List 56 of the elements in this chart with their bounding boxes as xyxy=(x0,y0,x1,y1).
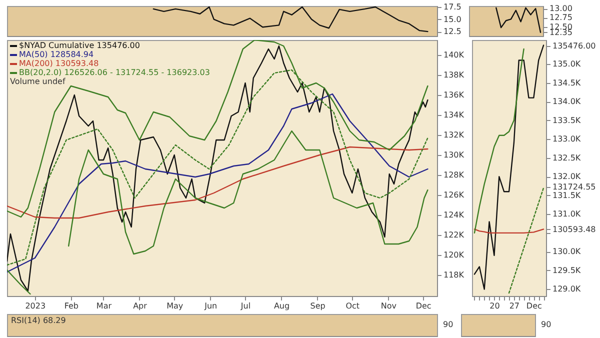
y-tick-label: 132.5K xyxy=(552,153,582,162)
y-tick-label: 132.0K xyxy=(552,172,582,182)
y-tick-label: 122K xyxy=(444,230,465,240)
text: RSI(14) 68.29 xyxy=(11,316,66,325)
y-tick-label: 134.5K xyxy=(552,78,582,88)
x-tick-label: Aug xyxy=(274,302,290,310)
x-tick-label: Sep xyxy=(310,302,326,310)
y-tick-label: 140K xyxy=(444,50,465,60)
y-tick-label: 135476.00 xyxy=(552,42,596,51)
y-tick-label: 136K xyxy=(444,90,465,100)
y-tick-label: 118K xyxy=(444,270,465,280)
y-tick-label: 132K xyxy=(444,130,465,140)
y-tick-label: 12.50 xyxy=(550,22,572,32)
y-tick-label: 135.0K xyxy=(552,60,582,69)
y-tick-label: 120K xyxy=(444,250,465,260)
legend-label: $NYAD Cumulative 135476.00 xyxy=(19,41,140,50)
y-tick-label: 12.75 xyxy=(550,13,572,22)
x-tick-label: May xyxy=(166,302,184,310)
x-tick-label: Dec xyxy=(416,302,432,310)
x-tick-label: Feb xyxy=(64,302,79,310)
y-tick-label: 138K xyxy=(444,70,465,80)
y-tick-label: 131.0K xyxy=(552,210,582,219)
y-tick-label: 126K xyxy=(444,190,465,200)
legend-label: MA(200) 130593.48 xyxy=(19,59,99,68)
text: 90 xyxy=(443,320,454,329)
y-tick-label: 17.5 xyxy=(444,2,462,12)
y-tick-label: 130.0K xyxy=(552,247,582,256)
y-tick-label: 134.0K xyxy=(552,97,582,106)
y-tick-label: 131.5K xyxy=(552,190,582,200)
text: 90 xyxy=(541,320,552,329)
y-tick-label: 131724.55 xyxy=(552,182,596,192)
x-tick-label: Oct xyxy=(346,302,360,310)
x-tick-label: Nov xyxy=(380,302,397,310)
y-tick-label: 15.0 xyxy=(444,14,462,24)
x-tick-label: Jul xyxy=(240,302,251,310)
x-tick-label: Dec xyxy=(526,302,542,310)
x-tick-label: 27 xyxy=(509,302,520,310)
x-tick-label: 2023 xyxy=(25,302,46,310)
y-tick-label: 13.00 xyxy=(550,4,572,14)
y-tick-label: 130593.48 xyxy=(552,224,596,234)
y-tick-label: 12.5 xyxy=(444,27,462,36)
y-tick-label: 129.0K xyxy=(552,284,582,294)
y-tick-label: 130K xyxy=(444,150,465,160)
x-tick-label: Jun xyxy=(204,302,218,310)
y-tick-label: 133.5K xyxy=(552,116,582,125)
y-tick-label: 133.0K xyxy=(552,134,582,144)
y-tick-label: 134K xyxy=(444,110,465,120)
x-tick-label: Mar xyxy=(96,302,112,310)
y-tick-label: 128K xyxy=(444,170,465,180)
x-tick-label: 20 xyxy=(490,302,500,310)
y-tick-label: 129.5K xyxy=(552,266,582,275)
y-tick-label: 124K xyxy=(444,210,465,220)
legend-label: BB(20,2.0) 126526.06 - 131724.55 - 136923.03 xyxy=(19,68,210,77)
annotation: Volume undef xyxy=(10,77,66,86)
x-tick-label: Apr xyxy=(133,302,148,310)
legend-label: MA(50) 128584.94 xyxy=(19,50,94,59)
